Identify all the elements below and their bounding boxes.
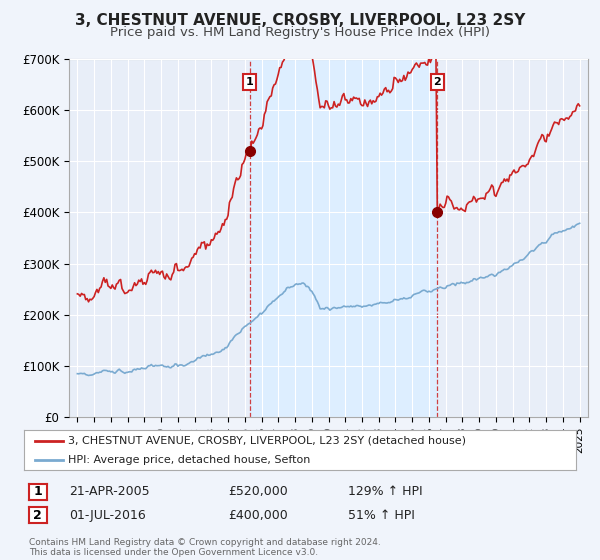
Bar [250,59,437,417]
Text: 3, CHESTNUT AVENUE, CROSBY, LIVERPOOL, L23 2SY: 3, CHESTNUT AVENUE, CROSBY, LIVERPOOL, L… [75,13,525,29]
Text: 1: 1 [246,77,254,87]
Text: HPI: Average price, detached house, Sefton: HPI: Average price, detached house, Seft… [68,455,311,465]
Text: 1: 1 [34,485,42,498]
Text: 01-JUL-2016: 01-JUL-2016 [69,508,146,522]
Text: £520,000: £520,000 [228,485,288,498]
Text: Contains HM Land Registry data © Crown copyright and database right 2024.
This d: Contains HM Land Registry data © Crown c… [29,538,380,557]
Text: 51% ↑ HPI: 51% ↑ HPI [348,508,415,522]
Text: 129% ↑ HPI: 129% ↑ HPI [348,485,422,498]
Text: £400,000: £400,000 [228,508,288,522]
Text: 2: 2 [34,508,42,522]
Text: 2: 2 [433,77,441,87]
Text: Price paid vs. HM Land Registry's House Price Index (HPI): Price paid vs. HM Land Registry's House … [110,26,490,39]
Text: 21-APR-2005: 21-APR-2005 [69,485,149,498]
Text: 3, CHESTNUT AVENUE, CROSBY, LIVERPOOL, L23 2SY (detached house): 3, CHESTNUT AVENUE, CROSBY, LIVERPOOL, L… [68,436,466,446]
